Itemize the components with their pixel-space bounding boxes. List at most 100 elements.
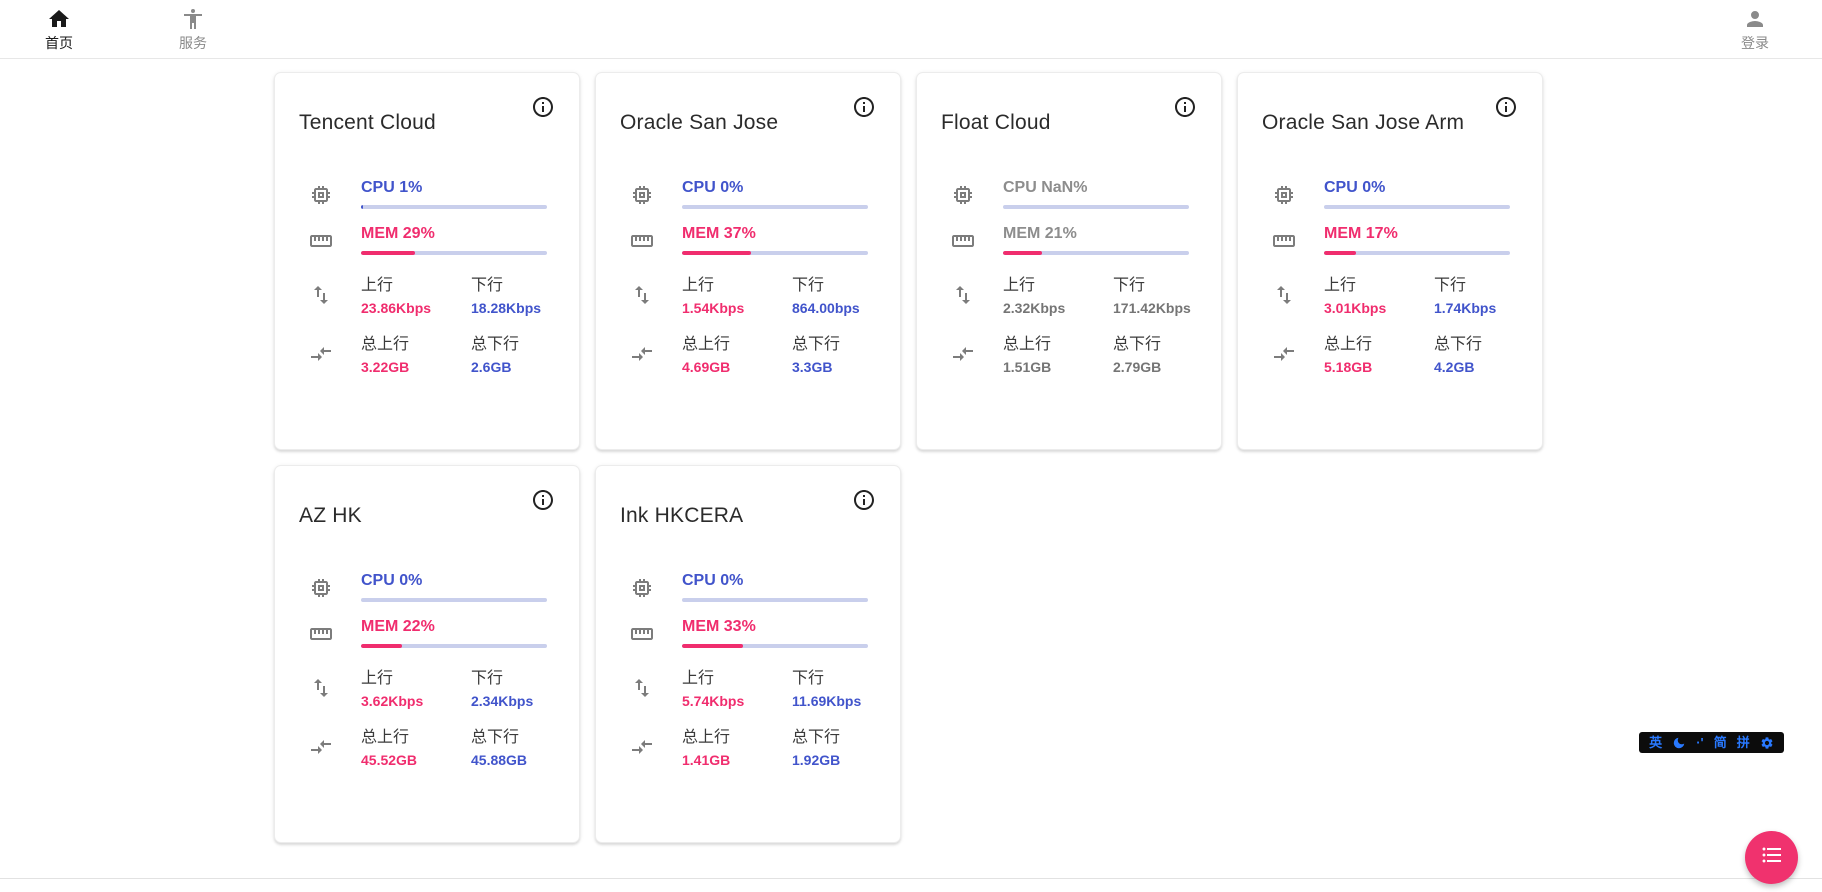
swap-vert-icon <box>630 283 654 307</box>
total-download-label: 总下行 <box>1434 336 1483 353</box>
mem-progressbar <box>361 644 547 648</box>
mem-usage-label: MEM 22% <box>361 618 435 635</box>
info-icon[interactable] <box>1494 95 1518 119</box>
mem-progressbar <box>682 644 868 648</box>
total-upload-label: 总上行 <box>682 336 731 353</box>
compare-arrows-icon <box>309 735 333 759</box>
home-icon <box>47 7 71 31</box>
nav-item-login[interactable]: 登录 <box>1725 7 1785 53</box>
total-download-value: 45.88GB <box>471 752 528 768</box>
download-value: 864.00bps <box>792 300 860 316</box>
upload-value: 5.74Kbps <box>682 693 745 709</box>
server-card: Ink HKCERA CPU 0% <box>595 465 901 843</box>
server-name: AZ HK <box>299 504 362 527</box>
total-download-value: 4.2GB <box>1434 359 1475 375</box>
cpu-progressbar <box>682 598 868 602</box>
cpu-chip-icon <box>951 183 975 207</box>
download-label: 下行 <box>471 670 504 687</box>
cpu-usage-label: CPU 0% <box>682 572 744 589</box>
mem-progressbar <box>1003 251 1189 255</box>
mem-progressbar <box>1324 251 1510 255</box>
total-download-value: 2.79GB <box>1113 359 1162 375</box>
nav-item-services[interactable]: 服务 <box>163 7 223 53</box>
ime-toolbar[interactable]: 英 ·' 简 拼 <box>1639 732 1784 753</box>
download-value: 171.42Kbps <box>1113 300 1191 316</box>
total-download-label: 总下行 <box>471 336 520 353</box>
server-card: AZ HK CPU 0% <box>274 465 580 843</box>
upload-label: 上行 <box>1324 277 1357 294</box>
memory-ruler-icon <box>951 229 975 253</box>
compare-arrows-icon <box>951 342 975 366</box>
download-value: 18.28Kbps <box>471 300 542 316</box>
upload-label: 上行 <box>682 670 715 687</box>
ime-pinyin-toggle[interactable]: 拼 <box>1736 735 1750 750</box>
info-icon[interactable] <box>531 488 555 512</box>
server-name: Oracle San Jose Arm <box>1262 111 1465 134</box>
moon-icon[interactable] <box>1672 736 1686 750</box>
server-card: Float Cloud CPU NaN% <box>916 72 1222 450</box>
upload-value: 2.32Kbps <box>1003 300 1066 316</box>
gear-icon[interactable] <box>1760 736 1774 750</box>
total-upload-label: 总上行 <box>1003 336 1052 353</box>
total-download-label: 总下行 <box>471 729 520 746</box>
server-name: Oracle San Jose <box>620 111 779 134</box>
ime-simplified-toggle[interactable]: 简 <box>1713 735 1727 750</box>
swap-vert-icon <box>951 283 975 307</box>
total-upload-value: 4.69GB <box>682 359 731 375</box>
total-upload-value: 3.22GB <box>361 359 410 375</box>
info-icon[interactable] <box>852 95 876 119</box>
memory-ruler-icon <box>309 229 333 253</box>
ime-punct-toggle[interactable]: ·' <box>1696 735 1704 750</box>
upload-label: 上行 <box>1003 277 1036 294</box>
memory-ruler-icon <box>309 622 333 646</box>
total-download-label: 总下行 <box>1113 336 1162 353</box>
nav-item-home[interactable]: 首页 <box>29 7 89 53</box>
download-label: 下行 <box>1113 277 1146 294</box>
server-card: Oracle San Jose CPU 0% <box>595 72 901 450</box>
cpu-usage-label: CPU 0% <box>361 572 423 589</box>
upload-value: 3.01Kbps <box>1324 300 1387 316</box>
accessibility-icon <box>181 7 205 31</box>
total-upload-label: 总上行 <box>682 729 731 746</box>
total-upload-label: 总上行 <box>361 729 410 746</box>
cpu-usage-label: CPU NaN% <box>1003 179 1088 196</box>
compare-arrows-icon <box>630 342 654 366</box>
upload-label: 上行 <box>361 670 394 687</box>
list-icon <box>1760 843 1784 872</box>
swap-vert-icon <box>1272 283 1296 307</box>
download-label: 下行 <box>792 670 825 687</box>
server-list-fab[interactable] <box>1745 831 1798 884</box>
total-download-label: 总下行 <box>792 336 841 353</box>
upload-label: 上行 <box>682 277 715 294</box>
cpu-chip-icon <box>309 576 333 600</box>
cpu-progressbar <box>1324 205 1510 209</box>
ime-lang-toggle[interactable]: 英 <box>1649 735 1663 750</box>
server-card: Tencent Cloud CPU 1% <box>274 72 580 450</box>
info-icon[interactable] <box>852 488 876 512</box>
upload-value: 3.62Kbps <box>361 693 424 709</box>
nav-login-label: 登录 <box>1741 35 1769 51</box>
mem-usage-label: MEM 17% <box>1324 225 1398 242</box>
download-value: 1.74Kbps <box>1434 300 1497 316</box>
download-label: 下行 <box>471 277 504 294</box>
memory-ruler-icon <box>1272 229 1296 253</box>
compare-arrows-icon <box>1272 342 1296 366</box>
compare-arrows-icon <box>309 342 333 366</box>
info-icon[interactable] <box>1173 95 1197 119</box>
mem-progressbar <box>361 251 547 255</box>
server-cards-grid: Tencent Cloud CPU 1% <box>274 72 1544 843</box>
total-upload-label: 总上行 <box>1324 336 1373 353</box>
mem-usage-label: MEM 37% <box>682 225 756 242</box>
server-name: Ink HKCERA <box>620 504 744 527</box>
total-download-value: 2.6GB <box>471 359 512 375</box>
upload-label: 上行 <box>361 277 394 294</box>
cpu-chip-icon <box>630 576 654 600</box>
mem-usage-label: MEM 21% <box>1003 225 1077 242</box>
download-label: 下行 <box>792 277 825 294</box>
upload-value: 1.54Kbps <box>682 300 745 316</box>
info-icon[interactable] <box>531 95 555 119</box>
total-download-label: 总下行 <box>792 729 841 746</box>
cpu-progressbar <box>682 205 868 209</box>
swap-vert-icon <box>630 676 654 700</box>
cpu-chip-icon <box>1272 183 1296 207</box>
